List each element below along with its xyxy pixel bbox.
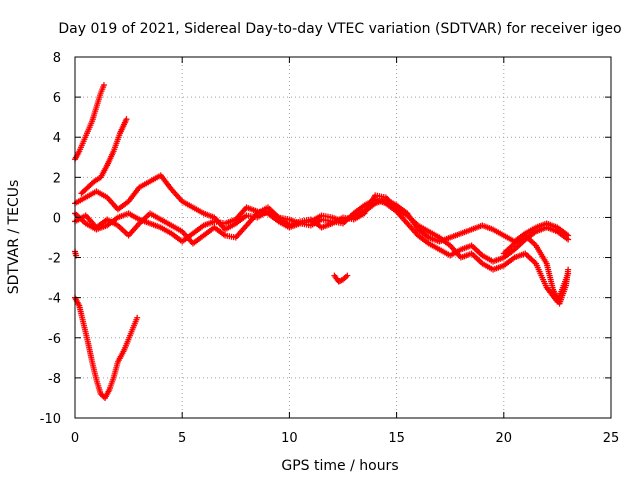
y-tick-label: 2: [53, 171, 61, 186]
y-tick-label: -4: [48, 292, 61, 307]
y-tick-label: -2: [48, 252, 61, 267]
series-band-b: [72, 172, 572, 245]
data-point: [134, 314, 141, 321]
x-tick-label: 10: [281, 431, 298, 446]
tick-layer: 0 5 10 15 20 25 -10 -8 -6 -4 -2 0 2 4 6 8: [40, 51, 620, 446]
y-tick-label: 4: [53, 131, 61, 146]
data-point: [344, 272, 351, 279]
chart-title: Day 019 of 2021, Sidereal Day-to-day VTE…: [58, 21, 621, 37]
plot-frame: [74, 56, 612, 419]
data-point: [565, 266, 572, 273]
x-tick-label: 5: [178, 431, 186, 446]
series-arc-short: [72, 248, 80, 259]
x-axis-label: GPS time / hours: [281, 458, 398, 474]
y-tick-label: -8: [48, 372, 61, 387]
y-tick-label: 0: [53, 211, 61, 226]
x-tick-label: 25: [603, 431, 620, 446]
series-arc-deep: [72, 294, 141, 401]
data-layer: [72, 82, 572, 401]
y-tick-label: 8: [53, 51, 61, 66]
data-point: [565, 232, 572, 239]
y-tick-label: 6: [53, 91, 61, 106]
data-point: [100, 82, 107, 89]
series-band-d: [500, 232, 572, 307]
series-band-c: [72, 192, 572, 305]
y-tick-label: -10: [40, 412, 61, 427]
x-tick-label: 0: [71, 431, 79, 446]
x-tick-label: 15: [388, 431, 405, 446]
series-arc-top-up: [72, 82, 107, 163]
data-point: [123, 116, 130, 123]
y-tick-label: -6: [48, 332, 61, 347]
y-axis-label: SDTVAR / TECUs: [6, 180, 22, 295]
x-tick-label: 20: [496, 431, 513, 446]
series-arc-mid-up: [78, 116, 130, 197]
series-isolated: [331, 272, 351, 285]
